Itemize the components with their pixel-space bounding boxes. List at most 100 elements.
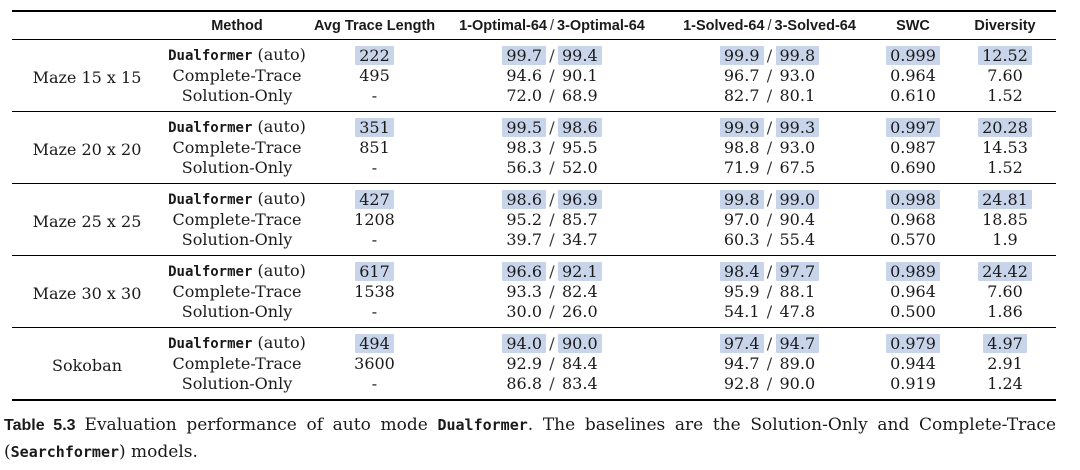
diversity-cell: 18.85 xyxy=(982,210,1028,229)
diversity-cell: 20.28 xyxy=(954,112,1056,139)
pair-separator: / xyxy=(766,158,773,177)
method-cell: Dualformer (auto) xyxy=(162,40,312,67)
pair-separator: / xyxy=(549,302,555,321)
method-cell: Dualformer (auto) xyxy=(162,256,312,283)
pair-separator: / xyxy=(549,210,555,229)
table-row: Solution-Only - 30.0/26.0 54.1/47.8 0.50… xyxy=(12,302,1056,328)
diversity-cell: 1.52 xyxy=(987,86,1023,105)
caption-text-2: . The baselines are the Solution-Only an… xyxy=(4,415,1057,462)
solved-cell: 99.8/99.0 xyxy=(667,184,872,211)
method-name: Dualformer xyxy=(168,120,253,136)
method-name: Dualformer xyxy=(168,336,253,352)
pair-separator: / xyxy=(766,333,773,353)
solved-cell: 82.7/80.1 xyxy=(723,86,816,105)
header-separator: / xyxy=(549,18,555,34)
swc-cell: 0.968 xyxy=(890,210,936,229)
solved-cell: 92.8/90.0 xyxy=(723,374,816,393)
method-cell: Complete-Trace xyxy=(172,66,302,85)
solved-cell: 98.4/97.7 xyxy=(667,256,872,283)
group-label: Sokoban xyxy=(51,356,122,375)
swc-cell: 0.610 xyxy=(890,86,936,105)
diversity-cell: 24.42 xyxy=(954,256,1056,283)
diversity-cell: 1.86 xyxy=(987,302,1023,321)
header-optimal-3: 3-Optimal-64 xyxy=(557,18,645,34)
method-cell: Complete-Trace xyxy=(172,282,302,301)
solved-cell: 95.9/88.1 xyxy=(723,282,816,301)
swc-cell: 0.998 xyxy=(872,184,954,211)
pair-separator: / xyxy=(766,45,773,65)
method-suffix: (auto) xyxy=(252,45,306,64)
diversity-cell: 2.91 xyxy=(987,354,1023,373)
avg-trace-length-cell: 222 xyxy=(312,40,437,67)
avg-trace-length-cell: 3600 xyxy=(354,354,395,373)
diversity-cell: 24.81 xyxy=(954,184,1056,211)
method-cell: Solution-Only xyxy=(181,158,293,177)
optimal-cell: 86.8/83.4 xyxy=(506,374,598,393)
group-label: Maze 25 x 25 xyxy=(32,212,142,231)
avg-trace-length-cell: - xyxy=(371,374,378,393)
header-solved-3: 3-Solved-64 xyxy=(774,18,856,34)
header-group xyxy=(12,11,162,40)
diversity-cell: 1.9 xyxy=(992,230,1018,249)
method-cell: Solution-Only xyxy=(181,230,293,249)
avg-trace-length-cell: 617 xyxy=(312,256,437,283)
swc-cell: 0.919 xyxy=(890,374,936,393)
swc-cell: 0.570 xyxy=(890,230,936,249)
diversity-cell: 1.52 xyxy=(987,158,1023,177)
group-maze-30: Maze 30 x 30 Dualformer (auto) 617 96.6/… xyxy=(12,256,1056,328)
table-row: Complete-Trace 851 98.3/95.5 98.8/93.0 0… xyxy=(12,138,1056,158)
group-maze-15: Maze 15 x 15 Dualformer (auto) 222 99.7/… xyxy=(12,40,1056,112)
table-row: Maze 25 x 25 Dualformer (auto) 427 98.6/… xyxy=(12,184,1056,231)
method-cell: Solution-Only xyxy=(181,86,293,105)
table-row: Complete-Trace 495 94.6/90.1 96.7/93.0 0… xyxy=(12,66,1056,86)
method-name: Dualformer xyxy=(168,264,253,280)
avg-trace-length-cell: - xyxy=(371,230,378,249)
optimal-cell: 92.9/84.4 xyxy=(506,354,598,373)
optimal-cell: 99.5/98.6 xyxy=(437,112,667,139)
pair-separator: / xyxy=(766,302,773,321)
method-cell: Complete-Trace xyxy=(172,210,302,229)
header-optimal: 1-Optimal-64/3-Optimal-64 xyxy=(437,11,667,40)
method-suffix: (auto) xyxy=(252,189,306,208)
table-row: Sokoban Dualformer (auto) 494 94.0/90.0 … xyxy=(12,328,1056,375)
method-name: Dualformer xyxy=(168,192,253,208)
optimal-cell: 94.6/90.1 xyxy=(506,66,598,85)
header-separator: / xyxy=(767,18,772,34)
solved-cell: 54.1/47.8 xyxy=(723,302,816,321)
avg-trace-length-cell: 851 xyxy=(359,138,390,157)
table-row: Maze 20 x 20 Dualformer (auto) 351 99.5/… xyxy=(12,112,1056,159)
table-row: Complete-Trace 1538 93.3/82.4 95.9/88.1 … xyxy=(12,282,1056,302)
optimal-cell: 56.3/52.0 xyxy=(506,158,598,177)
header-solved: 1-Solved-64/3-Solved-64 xyxy=(667,11,872,40)
group-label: Maze 30 x 30 xyxy=(32,284,142,303)
avg-trace-length-cell: 494 xyxy=(312,328,437,355)
method-suffix: (auto) xyxy=(252,261,306,280)
swc-cell: 0.989 xyxy=(872,256,954,283)
method-name: Dualformer xyxy=(168,48,253,64)
group-sokoban: Sokoban Dualformer (auto) 494 94.0/90.0 … xyxy=(12,328,1056,400)
swc-cell: 0.997 xyxy=(872,112,954,139)
header-diversity: Diversity xyxy=(974,18,1036,34)
optimal-cell: 93.3/82.4 xyxy=(506,282,598,301)
pair-separator: / xyxy=(549,354,555,373)
pair-separator: / xyxy=(766,86,773,105)
solved-cell: 99.9/99.3 xyxy=(667,112,872,139)
group-maze-25: Maze 25 x 25 Dualformer (auto) 427 98.6/… xyxy=(12,184,1056,256)
avg-trace-length-cell: - xyxy=(371,158,378,177)
solved-cell: 96.7/93.0 xyxy=(723,66,816,85)
diversity-cell: 4.97 xyxy=(954,328,1056,355)
pair-separator: / xyxy=(766,374,773,393)
method-cell: Complete-Trace xyxy=(172,138,302,157)
pair-separator: / xyxy=(766,66,773,85)
diversity-cell: 1.24 xyxy=(987,374,1023,393)
optimal-cell: 72.0/68.9 xyxy=(506,86,598,105)
swc-cell: 0.979 xyxy=(872,328,954,355)
avg-trace-length-cell: - xyxy=(371,86,378,105)
avg-trace-length-cell: - xyxy=(371,302,378,321)
pair-separator: / xyxy=(549,66,555,85)
pair-separator: / xyxy=(549,158,555,177)
header-swc: SWC xyxy=(896,18,930,34)
method-cell: Solution-Only xyxy=(181,374,293,393)
pair-separator: / xyxy=(549,374,555,393)
pair-separator: / xyxy=(549,230,555,249)
